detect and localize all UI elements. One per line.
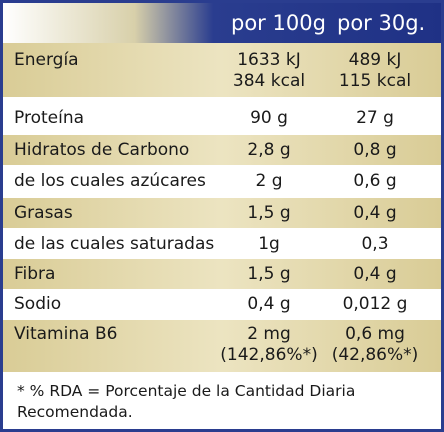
value-30g: 0,6 mg	[345, 324, 405, 344]
value-100g: 1633 kJ	[237, 50, 301, 70]
row-label: de los cuales azúcares	[14, 171, 206, 191]
value-100g-secondary: (142,86%*)	[220, 345, 318, 365]
value-30g: 0,3	[361, 234, 389, 254]
footnote: * % RDA = Porcentaje de la Cantidad Diar…	[17, 382, 356, 421]
value-100g-secondary: 384 kcal	[232, 71, 306, 91]
value-100g: 1,5 g	[247, 203, 291, 223]
row-label: Proteína	[14, 108, 85, 128]
value-30g: 0,6 g	[353, 171, 397, 191]
table-row: Hidratos de Carbono 2,8 g 0,8 g	[3, 135, 441, 165]
table-row: Sodio 0,4 g 0,012 g	[3, 289, 441, 319]
table-row: Proteína 90 g 27 g	[3, 103, 441, 133]
table-row: de las cuales saturadas 1g 0,3	[3, 229, 441, 259]
value-30g: 0,4 g	[353, 264, 397, 284]
value-100g: 2,8 g	[247, 140, 291, 160]
row-label: de las cuales saturadas	[14, 234, 215, 254]
value-30g: 0,8 g	[353, 140, 397, 160]
value-30g: 0,4 g	[353, 203, 397, 223]
table-row: Grasas 1,5 g 0,4 g	[3, 198, 441, 228]
value-30g: 489 kJ	[348, 50, 402, 70]
row-label: Energía	[14, 50, 79, 70]
row-label: Sodio	[14, 294, 62, 314]
header-per-100g: por 100g	[231, 11, 326, 35]
value-100g: 1,5 g	[247, 264, 291, 284]
value-100g: 0,4 g	[247, 294, 291, 314]
table-header: por 100g por 30g.	[3, 3, 441, 43]
row-label: Hidratos de Carbono	[14, 140, 190, 160]
table-row: de los cuales azúcares 2 g 0,6 g	[3, 166, 441, 196]
row-label: Vitamina B6	[14, 324, 118, 344]
table-row: Energía 1633 kJ 384 kcal 489 kJ 115 kcal	[3, 43, 441, 97]
table-row: Vitamina B6 2 mg (142,86%*) 0,6 mg (42,8…	[3, 320, 441, 372]
value-100g: 1g	[258, 234, 280, 254]
value-100g: 2 mg	[247, 324, 291, 344]
row-label: Fibra	[14, 264, 56, 284]
value-30g-secondary: 115 kcal	[338, 71, 412, 91]
value-100g: 2 g	[255, 171, 283, 191]
value-30g: 27 g	[356, 108, 394, 128]
row-label: Grasas	[14, 203, 73, 223]
value-30g: 0,012 g	[342, 294, 408, 314]
header-per-30g: por 30g.	[337, 11, 426, 35]
value-30g-secondary: (42,86%*)	[331, 345, 419, 365]
value-100g: 90 g	[250, 108, 288, 128]
table-row: Fibra 1,5 g 0,4 g	[3, 259, 441, 289]
